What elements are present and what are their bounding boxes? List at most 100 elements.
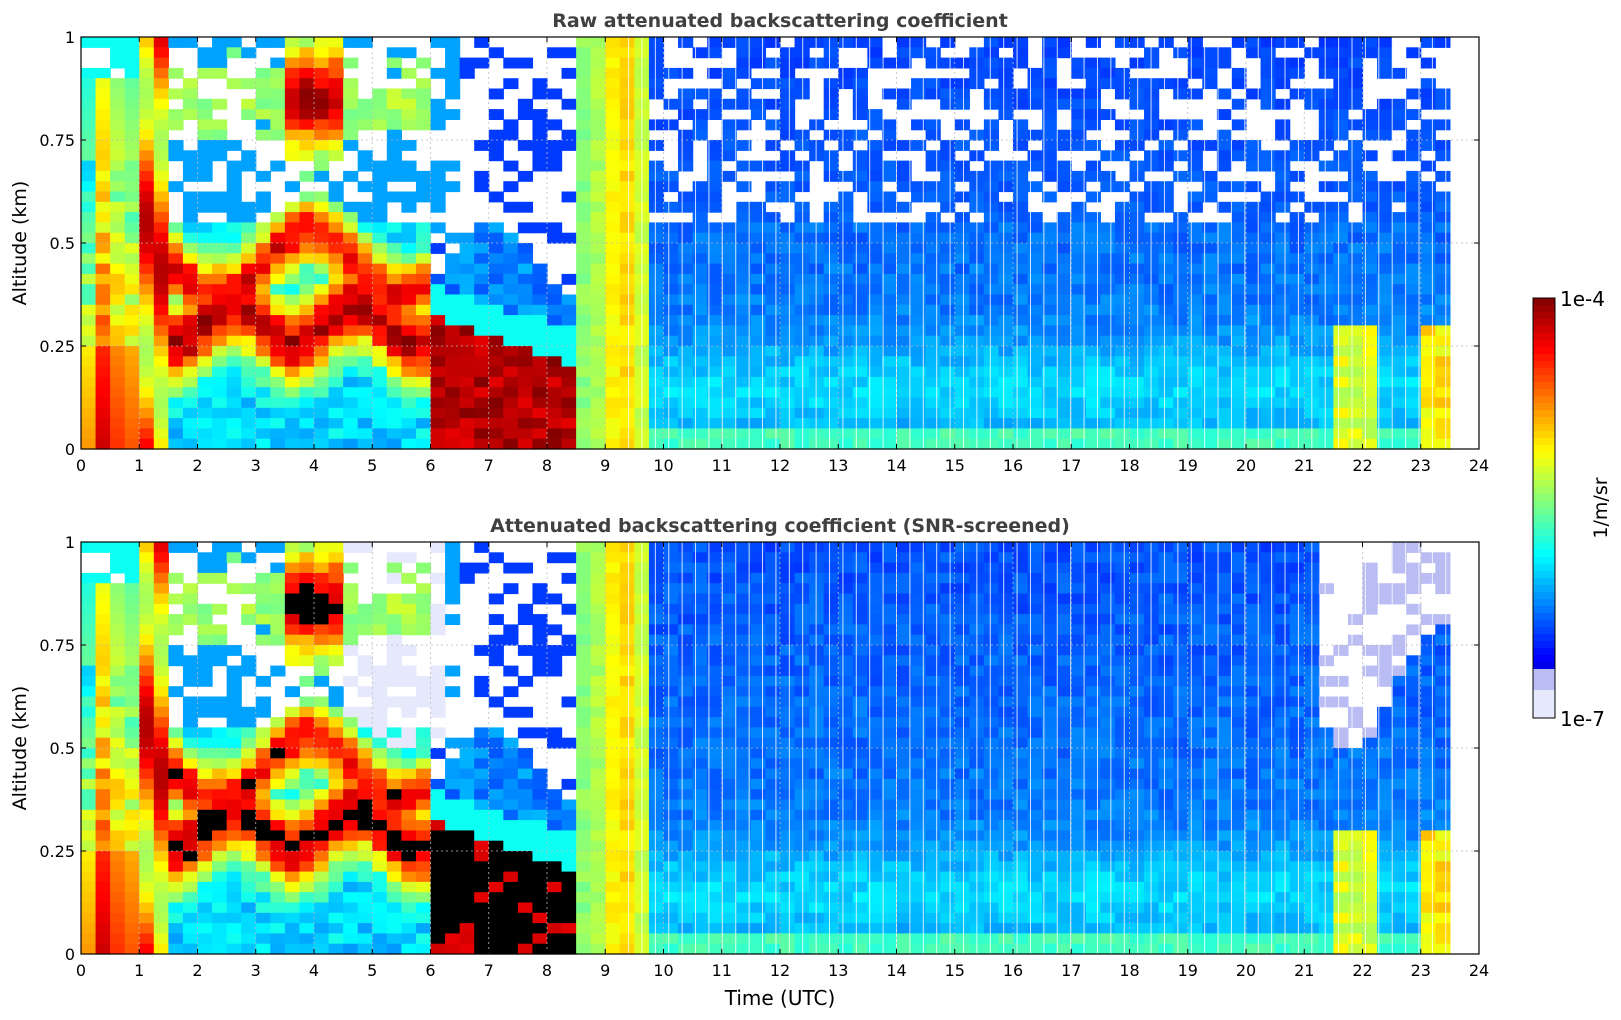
heatmap-cell — [182, 727, 199, 739]
heatmap-cell — [1420, 428, 1436, 440]
heatmap-cell — [386, 263, 402, 275]
heatmap-cell — [590, 98, 606, 110]
heatmap-cell — [386, 98, 402, 110]
heatmap-cell — [1406, 284, 1422, 296]
heatmap-cell — [750, 727, 767, 739]
heatmap-cell — [1013, 335, 1029, 347]
heatmap-cell — [663, 933, 679, 945]
heatmap-cell — [270, 57, 286, 69]
heatmap-cell — [401, 273, 417, 285]
heatmap-cell — [372, 881, 388, 893]
heatmap-cell — [124, 67, 140, 79]
heatmap-cell — [430, 397, 446, 409]
heatmap-cell — [474, 851, 490, 862]
heatmap-cell — [1406, 201, 1422, 213]
heatmap-cell — [314, 902, 330, 914]
heatmap-cell — [619, 57, 635, 69]
heatmap-cell — [547, 645, 563, 656]
heatmap-cell — [663, 727, 679, 739]
heatmap-cell — [124, 273, 140, 285]
heatmap-cell — [576, 624, 592, 636]
heatmap-cell — [983, 191, 1000, 203]
heatmap-cell — [124, 542, 140, 553]
heatmap-cell — [474, 407, 490, 419]
heatmap-cell — [619, 346, 635, 357]
heatmap-cell — [765, 583, 781, 595]
heatmap-cell — [95, 881, 111, 893]
heatmap-cell — [343, 438, 359, 450]
heatmap-cell — [954, 232, 970, 244]
heatmap-cell — [765, 820, 781, 831]
heatmap-cell — [153, 923, 169, 934]
heatmap-cell — [940, 57, 956, 69]
heatmap-cell — [343, 583, 359, 595]
heatmap-cell — [1260, 325, 1276, 337]
heatmap-cell — [197, 892, 213, 904]
heatmap-cell — [1377, 212, 1393, 223]
heatmap-cell — [226, 778, 242, 790]
heatmap-cell — [707, 170, 723, 182]
heatmap-cell — [517, 243, 534, 254]
heatmap-cell — [561, 923, 577, 934]
heatmap-cell — [284, 78, 301, 90]
heatmap-cell — [1362, 346, 1378, 357]
heatmap-cell — [1377, 418, 1393, 429]
heatmap-cell — [605, 552, 621, 564]
heatmap-cell — [328, 717, 344, 728]
heatmap-cell — [212, 943, 228, 955]
heatmap-cell — [1027, 346, 1043, 357]
heatmap-cell — [314, 933, 330, 945]
heatmap-cell — [1289, 67, 1305, 79]
heatmap-cell — [896, 294, 912, 306]
heatmap-cell — [415, 851, 432, 862]
heatmap-cell — [241, 830, 257, 842]
heatmap-cell — [1085, 273, 1101, 285]
heatmap-cell — [1391, 243, 1407, 254]
heatmap-cell — [750, 871, 767, 883]
heatmap-cell — [1420, 376, 1436, 388]
heatmap-cell — [81, 315, 97, 326]
heatmap-cell — [445, 366, 461, 378]
heatmap-cell — [168, 830, 184, 842]
heatmap-cell — [372, 727, 388, 739]
heatmap-cell — [81, 78, 97, 90]
heatmap-cell — [255, 542, 271, 553]
heatmap-cell — [110, 263, 126, 275]
heatmap-cell — [1435, 407, 1451, 419]
heatmap-cell — [780, 593, 796, 605]
heatmap-cell — [328, 47, 344, 59]
heatmap-cell — [95, 109, 111, 120]
heatmap-cell — [182, 253, 199, 265]
heatmap-cell — [386, 851, 402, 862]
heatmap-cell — [343, 222, 359, 234]
heatmap-cell — [284, 892, 301, 904]
heatmap-cell — [241, 47, 257, 59]
heatmap-cell — [241, 892, 257, 904]
heatmap-cell — [110, 140, 126, 151]
heatmap-cell — [619, 325, 635, 337]
heatmap-cell — [445, 346, 461, 357]
heatmap-cell — [1173, 438, 1189, 450]
heatmap-cell — [212, 346, 228, 357]
heatmap-cell — [401, 140, 417, 151]
heatmap-cell — [1202, 191, 1218, 203]
heatmap-cell — [721, 789, 737, 801]
heatmap-cell — [648, 346, 665, 357]
heatmap-cell — [1318, 335, 1334, 347]
heatmap-cell — [692, 88, 708, 100]
heatmap-cell — [678, 397, 694, 409]
heatmap-cell — [299, 717, 315, 728]
heatmap-cell — [168, 397, 184, 409]
heatmap-cell — [255, 799, 271, 811]
heatmap-cell — [576, 748, 592, 759]
heatmap-cell — [153, 201, 169, 213]
heatmap-cell — [1114, 294, 1131, 306]
heatmap-cell — [852, 160, 868, 172]
heatmap-cell — [1056, 129, 1072, 141]
heatmap-cell — [1347, 78, 1364, 90]
heatmap-cell — [153, 366, 169, 378]
heatmap-cell — [1158, 181, 1174, 193]
heatmap-cell — [1013, 160, 1029, 172]
heatmap-cell — [81, 624, 97, 636]
heatmap-cell — [1187, 325, 1203, 337]
